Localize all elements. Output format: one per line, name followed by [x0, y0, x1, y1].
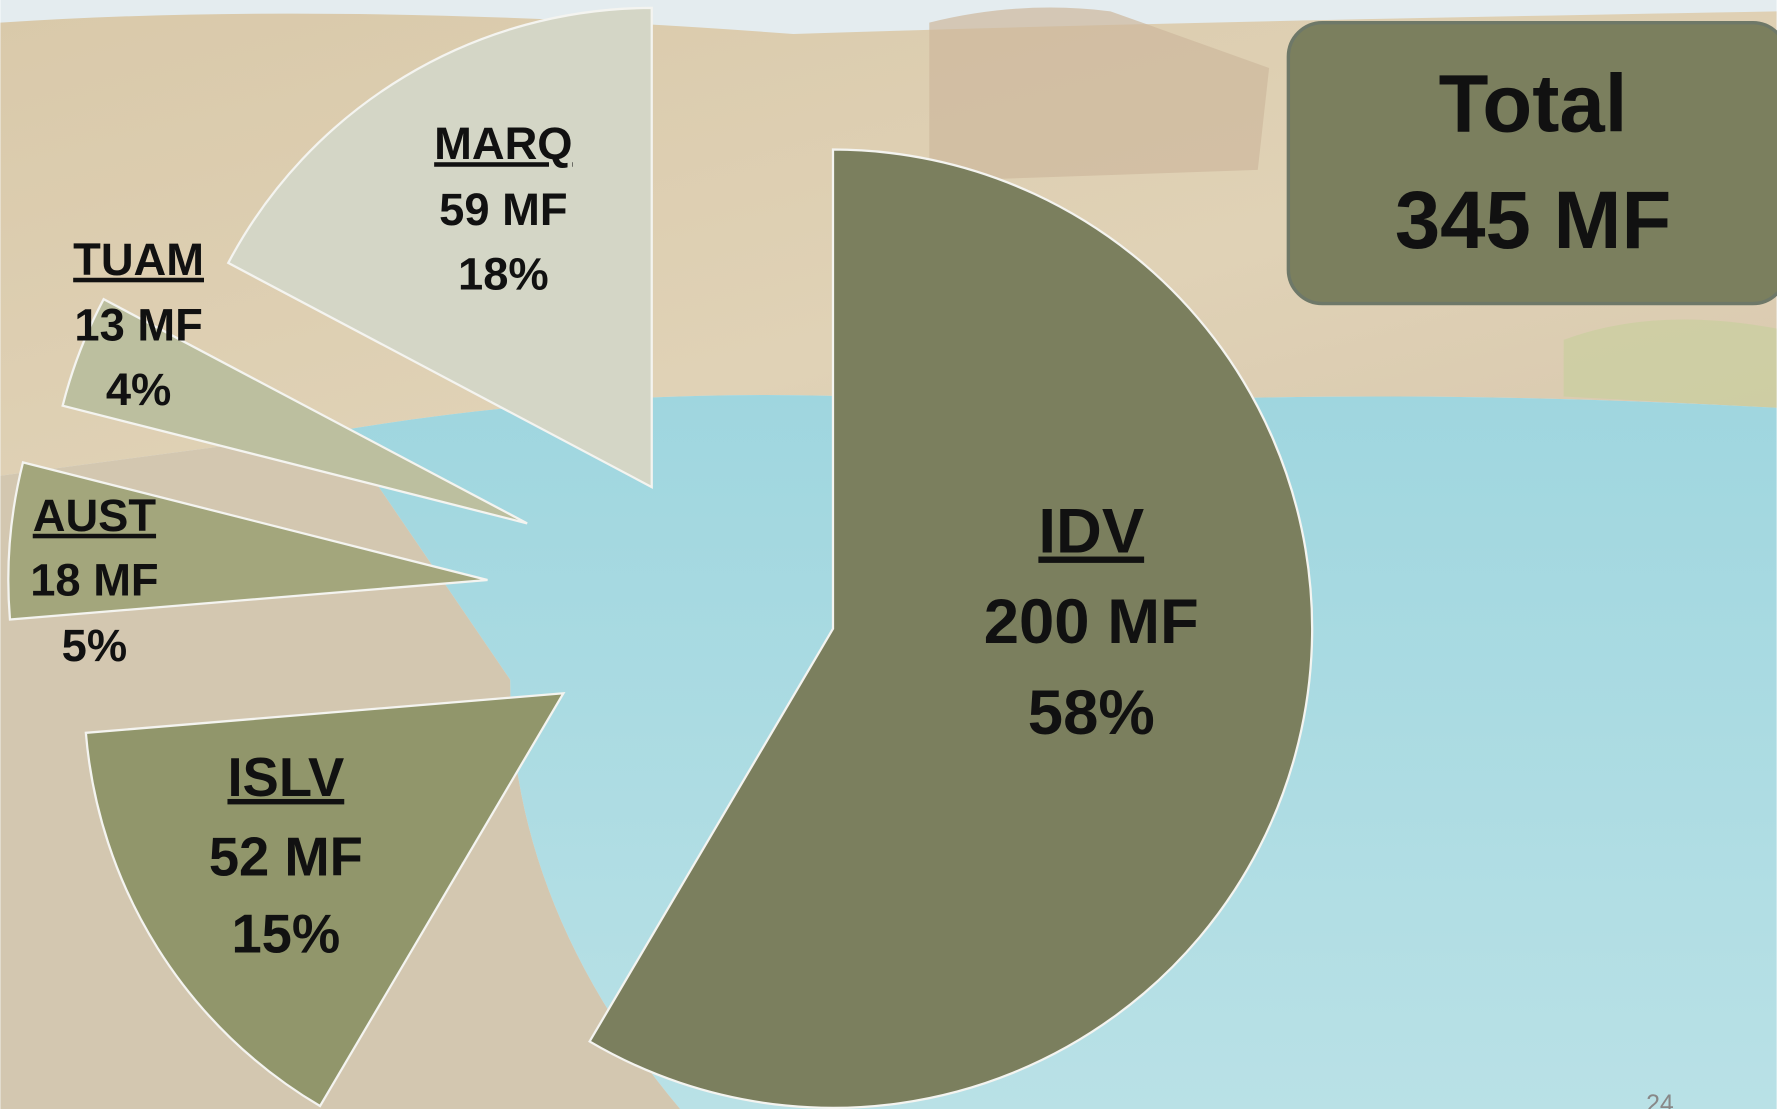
slice-value-label: 59 MF: [439, 184, 567, 235]
slice-name: AUST: [33, 490, 157, 541]
total-label: Total: [1439, 58, 1628, 149]
slice-name: ISLV: [227, 747, 344, 808]
slice-percent-label: 5%: [62, 620, 127, 671]
slice-percent-label: 15%: [231, 903, 340, 964]
page-number: 24: [1646, 1090, 1674, 1109]
slice-value-label: 200 MF: [984, 587, 1199, 657]
total-box: Total 345 MF: [1286, 20, 1777, 306]
slice-name: MARQ: [434, 118, 572, 169]
pie-slice: [7, 460, 488, 621]
pie-slice: [588, 148, 1314, 1109]
total-value: 345 MF: [1395, 175, 1671, 266]
pie-slice: [226, 6, 653, 489]
slice-value-label: 18 MF: [30, 554, 158, 605]
slice-percent-label: 58%: [1028, 678, 1155, 748]
slice-name: IDV: [1038, 497, 1144, 567]
slice-percent-label: 4%: [106, 364, 171, 415]
slice-percent-label: 18%: [458, 249, 549, 300]
pie-slice: [61, 297, 528, 525]
slice-value-label: 13 MF: [74, 299, 202, 350]
slice-value-label: 52 MF: [209, 826, 363, 887]
pie-slice: [84, 691, 566, 1108]
total-box-bg: [1286, 20, 1777, 306]
pie: IDV 200 MF 58% ISLV 52 MF 15% AUST 18 MF 5% TUAM 1…: [7, 6, 1314, 1109]
slice-name: TUAM: [73, 234, 204, 285]
